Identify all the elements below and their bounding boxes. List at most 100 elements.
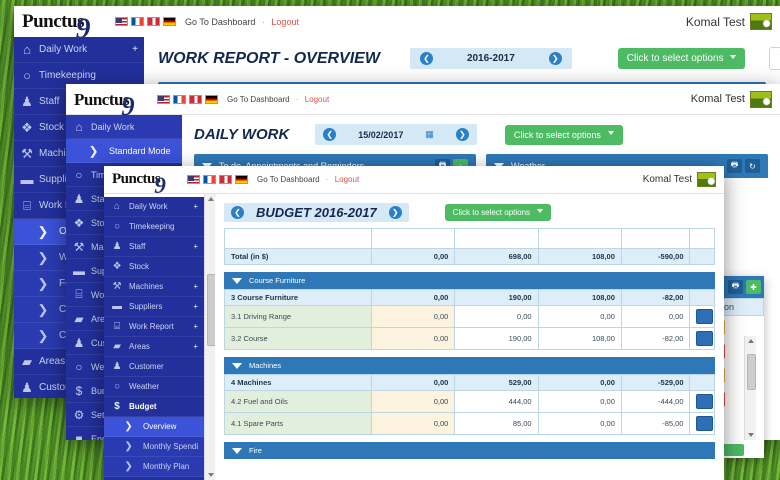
sidebar-item-monthly-spendings[interactable]: ❯ Monthly Spendings: [104, 437, 204, 457]
fragment-scrollbar[interactable]: [744, 336, 756, 440]
de-flag[interactable]: [235, 175, 248, 184]
scroll-down-icon[interactable]: [748, 433, 754, 437]
prev-period-icon[interactable]: ❮: [231, 206, 244, 219]
row-value[interactable]: 0,00: [370, 390, 456, 413]
sidebar-item-monthly-plan[interactable]: ❯ Monthly Plan: [104, 457, 204, 477]
de-flag[interactable]: [163, 17, 176, 26]
expand-plus-icon[interactable]: +: [193, 242, 198, 251]
fr-flag[interactable]: [173, 94, 186, 104]
avatar[interactable]: [750, 90, 772, 108]
sidebar-item-end[interactable]: ■ End: [66, 427, 182, 441]
de-flag[interactable]: [205, 94, 218, 104]
window3-sidebar[interactable]: ⌂ Daily Work + ○ Timekeeping ♟ Staff + ❖ Stock ⚒ Ma…: [104, 197, 204, 480]
sidebar-item-customer[interactable]: ♟ Customer: [104, 357, 204, 377]
sidebar-item-budget[interactable]: $ Budget: [104, 397, 204, 417]
print-icon[interactable]: 🖶: [727, 159, 742, 173]
go-to-dashboard-link[interactable]: Go To Dashboard: [227, 94, 290, 104]
edit-icon[interactable]: [696, 416, 714, 431]
sidebar-item-daily-work[interactable]: ⌂ Daily Work: [66, 115, 182, 139]
collapse-icon[interactable]: [232, 277, 242, 284]
scrollbar-thumb[interactable]: [747, 354, 756, 390]
window1-user[interactable]: Komal Test: [686, 13, 772, 30]
window2-user[interactable]: Komal Test: [691, 90, 772, 108]
scroll-down-icon[interactable]: [208, 473, 214, 477]
edit-icon[interactable]: [696, 394, 714, 409]
sidebar-item-stock[interactable]: ❖ Stock: [104, 257, 204, 277]
period-selector[interactable]: ❮ 2016-2017 ❯: [409, 48, 572, 69]
app-logo[interactable]: Punctus 9: [112, 172, 178, 198]
scroll-up-icon[interactable]: [748, 339, 754, 343]
edit-icon[interactable]: [696, 309, 714, 324]
table-row[interactable]: 3.1 Driving Range 0,00 0,00 0,00 0,00: [224, 305, 715, 328]
sidebar-item-areas[interactable]: ▰ Areas +: [104, 337, 204, 357]
calendar-icon[interactable]: ▦: [425, 129, 434, 139]
logout-link[interactable]: Logout: [271, 16, 299, 27]
add-icon[interactable]: ✚: [746, 280, 761, 294]
print-icon[interactable]: 🖶: [728, 280, 743, 294]
window3-user[interactable]: Komal Test: [643, 172, 716, 187]
edit-icon[interactable]: [696, 331, 714, 346]
sidebar-item-machines[interactable]: ⚒ Machines +: [104, 277, 204, 297]
us-flag[interactable]: [157, 94, 170, 104]
us-flag[interactable]: [187, 175, 200, 184]
sidebar-item-customer[interactable]: ♟ Customer: [14, 375, 144, 398]
expand-plus-icon[interactable]: +: [193, 302, 198, 311]
it-flag[interactable]: [147, 17, 160, 26]
collapse-icon[interactable]: [232, 362, 242, 369]
row-value[interactable]: 0,00: [370, 305, 456, 328]
date-selector[interactable]: ❮ 15/02/2017 ▦ ❯: [315, 124, 477, 145]
next-day-icon[interactable]: ❯: [455, 128, 469, 141]
next-period-icon[interactable]: ❯: [548, 52, 562, 65]
sidebar-item-weather[interactable]: ○ Weather: [104, 377, 204, 397]
expand-plus-icon[interactable]: +: [193, 322, 198, 331]
sidebar-item-daily-work[interactable]: ⌂ Daily Work +: [104, 197, 204, 217]
row-value[interactable]: 0,00: [370, 412, 456, 435]
year-button[interactable]: Year: [769, 47, 780, 70]
collapse-icon[interactable]: [232, 447, 242, 454]
expand-plus-icon[interactable]: +: [132, 44, 138, 55]
expand-plus-icon[interactable]: +: [193, 342, 198, 351]
select-options-button[interactable]: Click to select options: [617, 48, 746, 69]
table-row[interactable]: 4.2 Fuel and Oils 0,00 444,00 0,00 -444,00: [224, 390, 715, 413]
next-period-icon[interactable]: ❯: [388, 206, 402, 219]
logout-link[interactable]: Logout: [304, 94, 330, 104]
sidebar-item-timekeeping[interactable]: ○ Timekeeping: [104, 217, 204, 237]
prev-period-icon[interactable]: ❮: [419, 52, 433, 65]
table-row[interactable]: 3.2 Course 0,00 190,00 108,00 -82,00: [224, 327, 715, 350]
select-options-button[interactable]: Click to select options: [444, 204, 552, 221]
app-logo[interactable]: Punctus 9: [22, 12, 106, 44]
sidebar-item-standard-mode[interactable]: ❯ Standard Mode: [66, 139, 182, 163]
sidebar-item-overview[interactable]: ❯ Overview: [104, 417, 204, 437]
sidebar-item-suppliers[interactable]: ▬ Suppliers +: [104, 297, 204, 317]
go-to-dashboard-link[interactable]: Go To Dashboard: [185, 16, 256, 27]
go-to-dashboard-link[interactable]: Go To Dashboard: [257, 175, 320, 184]
language-flags[interactable]: [157, 94, 218, 104]
budget-period-selector[interactable]: ❮ BUDGET 2016-2017 ❯: [224, 203, 409, 222]
select-options-button[interactable]: Click to select options: [504, 124, 623, 145]
it-flag[interactable]: [219, 175, 232, 184]
avatar[interactable]: [697, 172, 716, 187]
fr-flag[interactable]: [203, 175, 216, 184]
fr-flag[interactable]: [131, 17, 144, 26]
prev-day-icon[interactable]: ❮: [323, 128, 337, 141]
sidebar-item-work-report[interactable]: ⌸ Work Report +: [104, 317, 204, 337]
refresh-icon[interactable]: ↻: [745, 159, 760, 173]
language-flags[interactable]: [187, 175, 248, 184]
section-header[interactable]: Fire: [224, 442, 715, 459]
window-budget[interactable]: Punctus 9 Go To Dashboard · Logout Komal…: [104, 166, 724, 480]
section-header[interactable]: Course Furniture: [224, 272, 715, 289]
expand-plus-icon[interactable]: +: [193, 282, 198, 291]
window3-nav[interactable]: ⌂ Daily Work + ○ Timekeeping ♟ Staff + ❖ Stock ⚒ Ma…: [104, 197, 204, 477]
logout-link[interactable]: Logout: [334, 175, 360, 184]
avatar[interactable]: [750, 13, 772, 30]
row-value[interactable]: 0,00: [370, 327, 456, 350]
expand-plus-icon[interactable]: +: [193, 202, 198, 211]
sidebar-item-staff[interactable]: ♟ Staff +: [104, 237, 204, 257]
weather-panel-tools[interactable]: 🖶 ↻: [727, 159, 760, 173]
table-row[interactable]: 4.1 Spare Parts 0,00 85,00 0,00 -85,00: [224, 412, 715, 435]
scroll-up-icon[interactable]: [208, 197, 214, 201]
sidebar-item-daily-work[interactable]: ⌂ Daily Work +: [14, 37, 144, 63]
it-flag[interactable]: [189, 94, 202, 104]
language-flags[interactable]: [115, 17, 176, 26]
app-logo[interactable]: Punctus 9: [74, 91, 148, 120]
